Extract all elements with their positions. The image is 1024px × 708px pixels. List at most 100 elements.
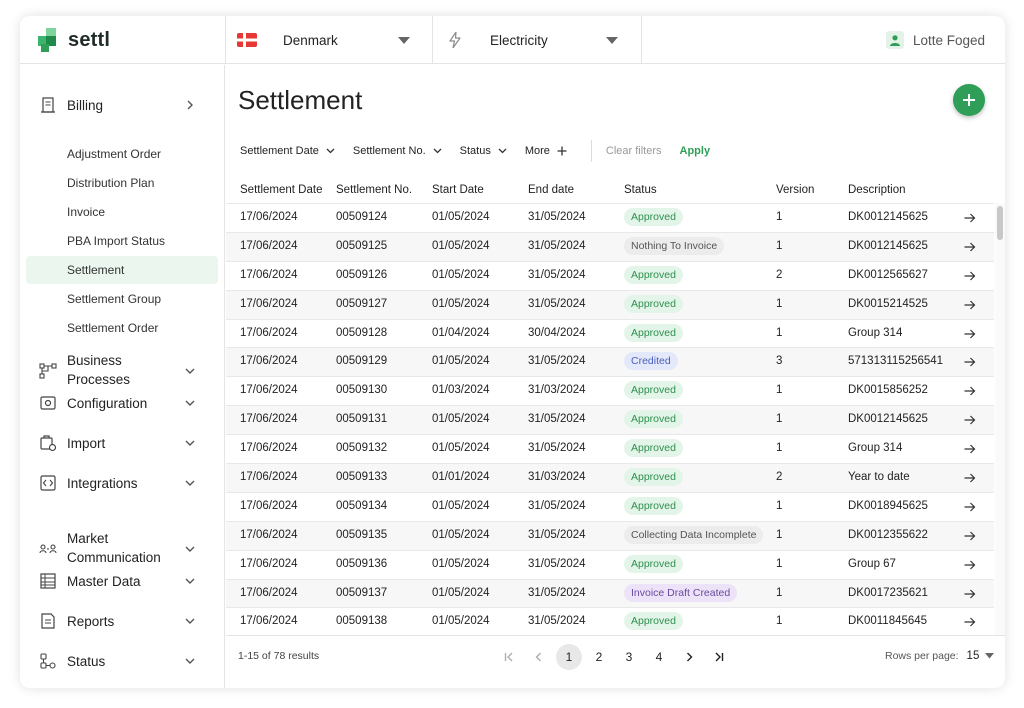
table-scrollbar[interactable] <box>995 203 1005 635</box>
cell-end-date: 31/05/2024 <box>528 586 586 599</box>
denmark-flag-icon <box>237 33 257 47</box>
sidebar-item-import[interactable]: Import <box>20 433 225 453</box>
cell-description: DK0012565627 <box>848 268 928 281</box>
column-header-settlement-no[interactable]: Settlement No. <box>336 184 413 196</box>
cell-settlement-no: 00509130 <box>336 384 388 397</box>
table-row[interactable]: 17/06/2024 00509136 01/05/2024 31/05/2024 1 G… <box>226 549 994 579</box>
column-header-settlement-date[interactable]: Settlement Date <box>240 184 323 196</box>
status-badge: Approved <box>624 294 683 313</box>
user-avatar-icon <box>885 31 904 49</box>
arrow-right-icon[interactable] <box>964 617 976 627</box>
table-row[interactable]: 17/06/2024 00509137 01/05/2024 31/05/2024 1 D… <box>226 578 994 608</box>
sidebar-subitem-settlement-order[interactable]: Settlement Order <box>26 314 218 342</box>
sidebar-item-billing[interactable]: Billing <box>20 95 225 115</box>
divider <box>432 16 433 64</box>
arrow-right-icon[interactable] <box>964 589 976 599</box>
status-badge: Approved <box>624 410 683 429</box>
user-menu[interactable]: Lotte Foged <box>885 16 985 64</box>
sidebar-item-configuration[interactable]: Configuration <box>20 393 225 413</box>
sidebar-item-status[interactable]: Status <box>20 651 225 671</box>
chevron-down-icon <box>433 148 442 154</box>
table-row[interactable]: 17/06/2024 00509138 01/05/2024 31/05/2024 1 D… <box>226 607 994 636</box>
table-row[interactable]: 17/06/2024 00509132 01/05/2024 31/05/2024 1 G… <box>226 434 994 463</box>
commodity-value: Electricity <box>490 32 548 48</box>
arrow-right-icon[interactable] <box>964 300 976 310</box>
arrow-right-icon[interactable] <box>964 415 976 425</box>
sidebar-subitem-adjustment-order[interactable]: Adjustment Order <box>26 140 218 168</box>
cell-end-date: 31/05/2024 <box>528 615 586 628</box>
table-row[interactable]: 17/06/2024 00509125 01/05/2024 31/05/2024 1 D… <box>226 231 994 261</box>
arrow-right-icon[interactable] <box>964 213 976 223</box>
table-row[interactable]: 17/06/2024 00509128 01/04/2024 30/04/2024 1 G… <box>226 318 994 348</box>
scrollbar-thumb[interactable] <box>997 206 1003 240</box>
table-row[interactable]: 17/06/2024 00509127 01/05/2024 31/05/2024 1 D… <box>226 289 994 319</box>
last-page-button[interactable] <box>706 644 732 670</box>
commodity-select[interactable]: Electricity <box>432 16 641 64</box>
add-settlement-button[interactable] <box>953 84 985 116</box>
cell-start-date: 01/05/2024 <box>432 355 490 368</box>
settlement-table-body: 17/06/2024 00509124 01/05/2024 31/05/2024 1 D… <box>226 203 994 636</box>
apply-filters-button[interactable]: Apply <box>679 145 711 157</box>
column-header-status[interactable]: Status <box>624 184 657 196</box>
sidebar-item-integrations[interactable]: Integrations <box>20 473 225 493</box>
caret-down-icon <box>985 653 995 659</box>
clear-filters-button[interactable]: Clear filters <box>605 145 662 157</box>
column-header-start-date[interactable]: Start Date <box>432 184 484 196</box>
arrow-right-icon[interactable] <box>964 473 976 483</box>
filter-settlement-date[interactable]: Settlement Date <box>240 145 335 157</box>
filter-status[interactable]: Status <box>460 145 507 157</box>
page-2-button[interactable]: 2 <box>595 650 603 664</box>
page-1-button[interactable]: 1 <box>556 644 582 670</box>
chevron-down-icon <box>185 400 195 406</box>
cell-version: 1 <box>776 528 783 541</box>
table-row[interactable]: 17/06/2024 00509129 01/05/2024 31/05/2024 3 5… <box>226 347 994 377</box>
cell-end-date: 31/05/2024 <box>528 268 586 281</box>
page-4-button[interactable]: 4 <box>655 650 663 664</box>
cell-version: 1 <box>776 615 783 628</box>
sidebar-item-business-processes[interactable]: Business Processes <box>20 351 225 391</box>
table-row[interactable]: 17/06/2024 00509126 01/05/2024 31/05/2024 2 D… <box>226 260 994 290</box>
next-page-button[interactable] <box>676 644 702 670</box>
cell-settlement-no: 00509133 <box>336 471 388 484</box>
cell-description: DK0011845645 <box>848 615 928 628</box>
table-row[interactable]: 17/06/2024 00509130 01/03/2024 31/03/2024 1 D… <box>226 376 994 405</box>
column-header-description[interactable]: Description <box>848 184 906 196</box>
table-row[interactable]: 17/06/2024 00509133 01/01/2024 31/03/2024 2 Y… <box>226 463 994 492</box>
page-3-button[interactable]: 3 <box>625 650 633 664</box>
arrow-right-icon[interactable] <box>964 502 976 512</box>
table-row[interactable]: 17/06/2024 00509135 01/05/2024 31/05/2024 1 D… <box>226 520 994 550</box>
status-icon <box>40 653 56 669</box>
table-row[interactable]: 17/06/2024 00509134 01/05/2024 31/05/2024 1 D… <box>226 491 994 521</box>
cell-start-date: 01/01/2024 <box>432 471 490 484</box>
country-select[interactable]: Denmark <box>225 16 432 64</box>
sidebar-item-reports[interactable]: Reports <box>20 611 225 631</box>
previous-page-button[interactable] <box>526 644 552 670</box>
table-row[interactable]: 17/06/2024 00509131 01/05/2024 31/05/2024 1 D… <box>226 405 994 435</box>
cell-version: 1 <box>776 499 783 512</box>
sidebar-subitem-pba-import-status[interactable]: PBA Import Status <box>26 227 218 255</box>
sidebar-subitem-invoice[interactable]: Invoice <box>26 198 218 226</box>
arrow-right-icon[interactable] <box>964 386 976 396</box>
sidebar-subitem-settlement[interactable]: Settlement <box>26 256 218 284</box>
arrow-right-icon[interactable] <box>964 531 976 541</box>
filter-settlement-no[interactable]: Settlement No. <box>353 145 442 157</box>
filter-more[interactable]: More <box>525 145 567 157</box>
arrow-right-icon[interactable] <box>964 560 976 570</box>
sidebar-item-market-communication[interactable]: Market Communication <box>20 529 225 569</box>
arrow-right-icon[interactable] <box>964 444 976 454</box>
status-badge: Approved <box>624 612 683 631</box>
settings-box-icon <box>40 396 56 410</box>
sidebar-subitem-settlement-group[interactable]: Settlement Group <box>26 285 218 313</box>
column-header-end-date[interactable]: End date <box>528 184 575 196</box>
sidebar-subitem-distribution-plan[interactable]: Distribution Plan <box>26 169 218 197</box>
first-page-button[interactable] <box>496 644 522 670</box>
sidebar-item-master-data[interactable]: Master Data <box>20 571 225 591</box>
arrow-right-icon[interactable] <box>964 329 976 339</box>
arrow-right-icon[interactable] <box>964 271 976 281</box>
table-row[interactable]: 17/06/2024 00509124 01/05/2024 31/05/2024 1 D… <box>226 203 994 232</box>
rows-per-page-select[interactable]: 15 <box>966 650 980 662</box>
column-header-version[interactable]: Version <box>776 184 815 196</box>
brand-logo[interactable]: settl <box>38 28 110 52</box>
arrow-right-icon[interactable] <box>964 242 976 252</box>
arrow-right-icon[interactable] <box>964 357 976 367</box>
